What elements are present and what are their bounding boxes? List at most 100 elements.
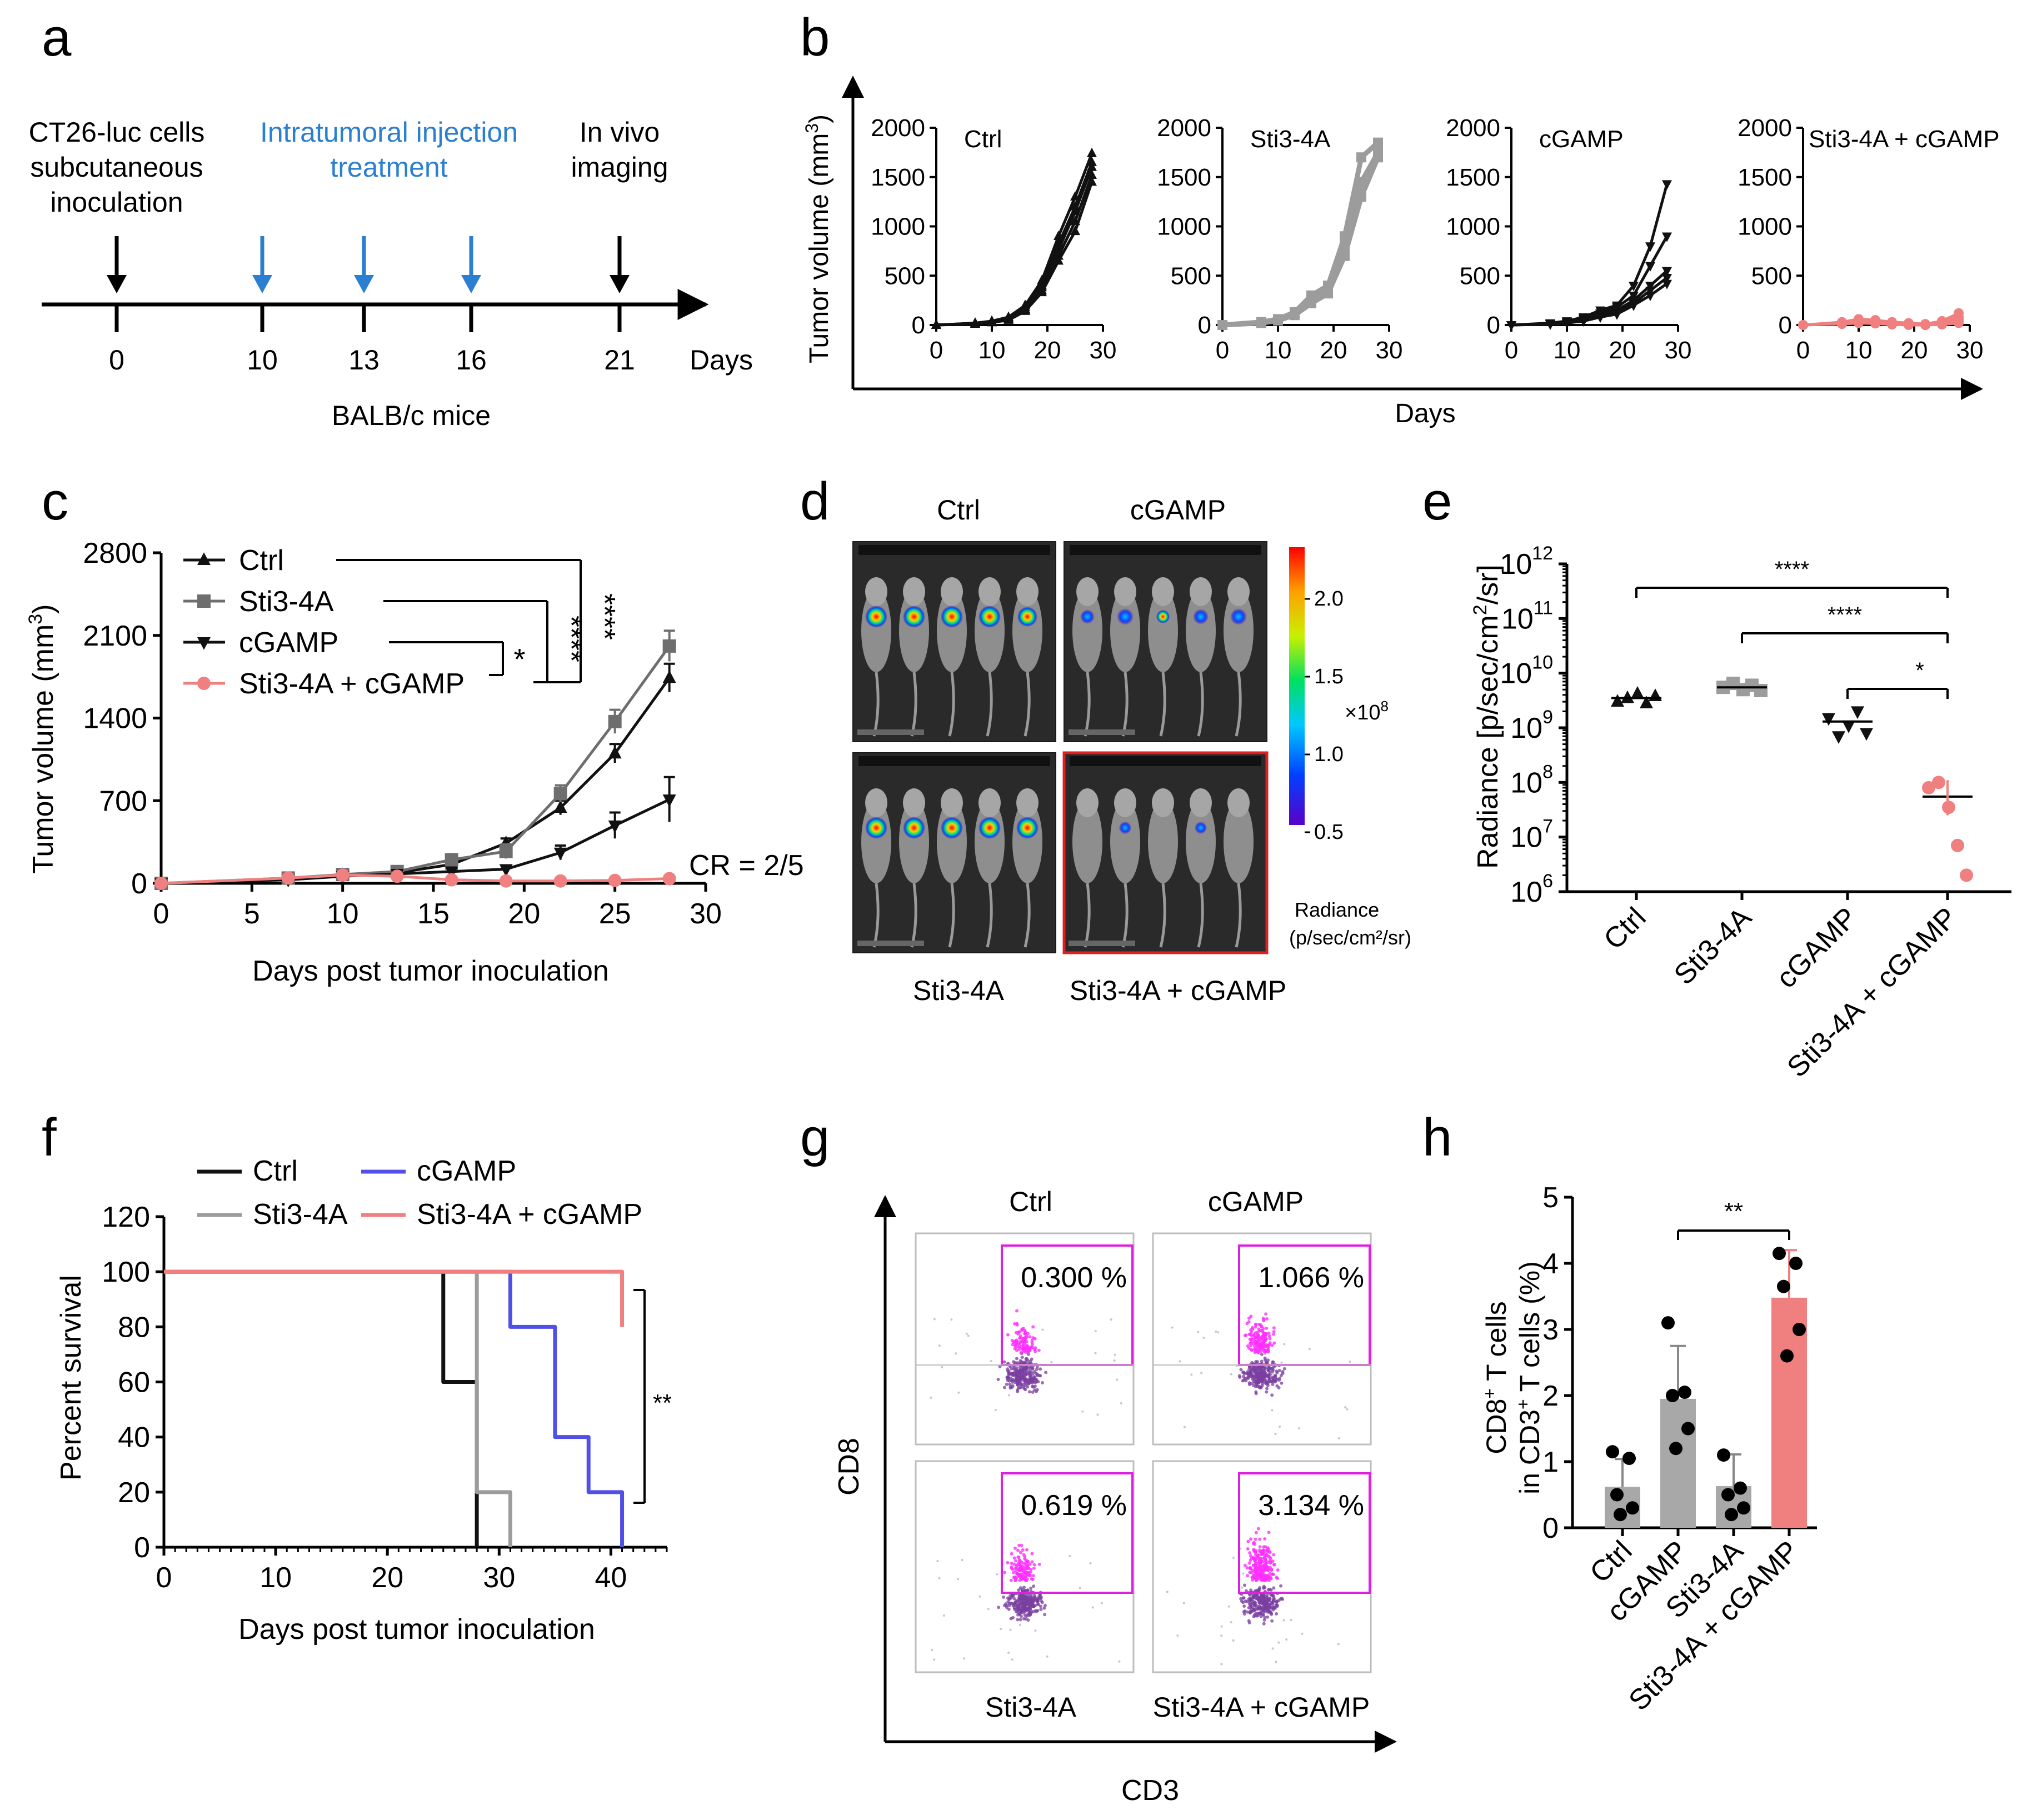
mouse-head (1114, 577, 1136, 606)
flow-event-cd8 (1265, 1343, 1269, 1347)
flow-event-cd8 (1012, 1556, 1016, 1560)
mouse-head (1016, 788, 1039, 817)
flow-event-cd8 (1254, 1557, 1258, 1561)
flow-event-cd8 (1266, 1346, 1270, 1349)
flow-event-cd3 (1279, 1373, 1283, 1377)
flow-event-cd3 (1032, 1584, 1036, 1588)
flow-event-cd3 (1268, 1378, 1272, 1382)
g-top-label-2: cGAMP (1208, 1186, 1304, 1217)
flow-event-scatter (1034, 1629, 1037, 1632)
b-point (1087, 147, 1097, 157)
flow-event-cd3 (1266, 1588, 1270, 1592)
b-curve (1222, 141, 1380, 328)
b-point (1937, 319, 1947, 330)
b-point (1273, 316, 1283, 326)
h-ytick-label: 4 (1542, 1248, 1559, 1280)
flow-event-cd8 (1259, 1338, 1263, 1342)
mouse-tail (1197, 883, 1204, 948)
c-point (445, 853, 458, 867)
flow-event-cd3 (1272, 1598, 1276, 1602)
flow-event-cd8 (1262, 1334, 1266, 1338)
flow-event-cd8 (1257, 1322, 1261, 1326)
flow-event-cd8 (1017, 1543, 1021, 1547)
flow-event-cd3 (1260, 1352, 1264, 1356)
e-ytick-label: 109 (1510, 707, 1553, 744)
flow-event-cd3 (1260, 1359, 1264, 1363)
flow-event-scatter (1280, 1361, 1283, 1364)
flow-event-cd3 (1029, 1586, 1033, 1590)
flow-event-cd3 (1035, 1373, 1039, 1377)
flow-event-cd8 (1018, 1551, 1022, 1554)
flow-event-scatter (1282, 1619, 1285, 1622)
flow-event-cd3 (1247, 1621, 1251, 1624)
flow-event-cd3 (1256, 1371, 1260, 1375)
flow-event-cd3 (1026, 1352, 1030, 1356)
c-legend-label: Sti3-4A (239, 586, 334, 618)
flow-event-cd3 (1254, 1384, 1257, 1388)
flow-event-cd8 (1023, 1332, 1027, 1336)
h-point (1669, 1442, 1682, 1456)
flow-event-cd3 (1005, 1382, 1008, 1386)
flow-event-cd8 (1263, 1336, 1267, 1340)
flow-event-cd3 (1249, 1611, 1252, 1614)
e-point (1649, 688, 1662, 701)
flow-event-scatter (1079, 1587, 1081, 1589)
h-point (1737, 1501, 1750, 1515)
flow-event-cd8 (1029, 1573, 1032, 1577)
flow-event-scatter (1113, 1359, 1116, 1362)
flow-event-cd8 (1002, 1571, 1006, 1574)
mouse-body (1110, 800, 1140, 883)
flow-event-scatter (1069, 1555, 1071, 1558)
e-point (1932, 776, 1945, 789)
flow-event-cd3 (1012, 1371, 1016, 1374)
c-xtick-label: 20 (508, 898, 540, 930)
flow-event-cd3 (1022, 1366, 1026, 1370)
flow-event-cd8 (1014, 1569, 1018, 1573)
b-point (1087, 156, 1097, 166)
h-point (1678, 1386, 1691, 1399)
flow-event-cd3 (1264, 1379, 1268, 1383)
flow-event-cd8 (1025, 1349, 1029, 1353)
flow-event-cd3 (1006, 1375, 1010, 1379)
flow-event-cd3 (1041, 1381, 1045, 1384)
flow-event-cd8 (1251, 1575, 1255, 1579)
flow-event-scatter (1255, 1323, 1258, 1326)
flow-event-cd3 (1009, 1617, 1013, 1621)
d-bottom-label-1: Sti3-4A (913, 975, 1005, 1006)
flow-event-scatter (1116, 1378, 1119, 1381)
timeline-event-label: subcutaneous (30, 152, 203, 183)
flow-event-cd3 (1015, 1366, 1018, 1370)
b-xtick-label: 0 (1216, 337, 1229, 364)
c-point (281, 871, 295, 885)
flow-event-cd8 (1010, 1552, 1013, 1556)
flow-event-cd8 (1254, 1537, 1257, 1541)
flow-event-cd3 (1036, 1379, 1040, 1383)
panel-label-b: b (800, 8, 830, 67)
flow-event-scatter (1179, 1360, 1181, 1363)
flow-event-scatter (1120, 1402, 1122, 1405)
flow-event-scatter (1166, 1591, 1169, 1593)
timeline-tick-label: 16 (456, 344, 487, 376)
e-point (1621, 690, 1634, 703)
h-point (1789, 1257, 1803, 1270)
b-point (1662, 267, 1672, 277)
flow-event-scatter (1220, 1634, 1223, 1637)
bioluminescence-signal (1016, 817, 1039, 839)
h-ytick-label: 1 (1542, 1446, 1559, 1478)
b-point (1340, 251, 1350, 261)
flow-event-cd8 (1256, 1527, 1260, 1531)
flow-event-cd8 (1031, 1325, 1035, 1329)
flow-event-cd8 (1022, 1553, 1026, 1557)
b-point (1629, 301, 1639, 311)
flow-event-cd8 (1255, 1569, 1259, 1573)
flow-event-cd3 (1260, 1600, 1264, 1604)
flow-event-scatter (990, 1360, 992, 1363)
flow-event-cd8 (1018, 1340, 1022, 1344)
c-xtick-label: 5 (244, 898, 260, 930)
flow-event-cd8 (1037, 1348, 1041, 1352)
flow-event-cd8 (1268, 1337, 1272, 1341)
mouse-body (1110, 589, 1140, 672)
flow-event-cd8 (1267, 1531, 1271, 1534)
flow-event-scatter (1337, 1643, 1340, 1646)
flow-event-cd3 (1265, 1597, 1269, 1601)
